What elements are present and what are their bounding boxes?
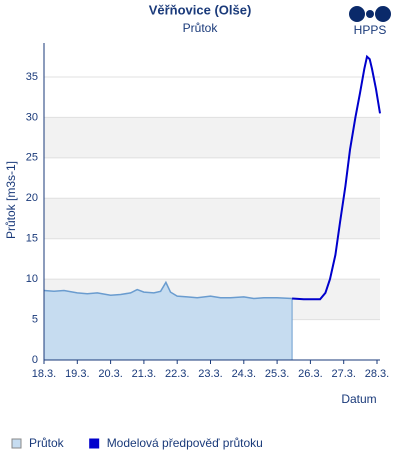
y-tick-label: 35: [26, 71, 38, 83]
grid-band: [44, 198, 380, 239]
y-tick-label: 15: [26, 233, 38, 245]
y-tick-label: 25: [26, 152, 38, 164]
logo-text: HPPS: [354, 23, 387, 37]
series-line: [43, 280, 293, 300]
y-tick-label: 20: [26, 192, 38, 204]
y-tick-label: 0: [32, 354, 38, 366]
x-tick-label: 28.3.: [365, 368, 389, 380]
x-tick-label: 19.3.: [65, 368, 89, 380]
logo-icon: [349, 6, 391, 22]
x-tick-label: 20.3.: [98, 368, 122, 380]
chart-subtitle: Průtok: [183, 21, 219, 35]
x-tick-label: 22.3.: [165, 368, 189, 380]
grid-band: [44, 117, 380, 158]
x-tick-label: 24.3.: [232, 368, 256, 380]
x-tick-label: 27.3.: [331, 368, 355, 380]
x-tick-label: 25.3.: [265, 368, 289, 380]
x-tick-label: 21.3.: [132, 368, 156, 380]
y-tick-label: 5: [32, 313, 38, 325]
legend-swatch: [89, 438, 100, 449]
legend-label: Modelová předpověď průtoku: [107, 436, 263, 450]
x-tick-label: 26.3.: [298, 368, 322, 380]
y-tick-label: 30: [26, 111, 38, 123]
chart-title: Věřňovice (Olše): [149, 2, 252, 17]
area: [44, 282, 293, 360]
x-tick-label: 18.3.: [32, 368, 56, 380]
x-tick-label: 23.3.: [198, 368, 222, 380]
legend-label: Průtok: [29, 436, 65, 450]
legend-swatch: [11, 438, 22, 449]
y-axis-label: Průtok [m3s-1]: [4, 161, 18, 239]
y-tick-label: 10: [26, 273, 38, 285]
x-axis-label: Datum: [341, 392, 376, 406]
series-line: [292, 54, 381, 301]
